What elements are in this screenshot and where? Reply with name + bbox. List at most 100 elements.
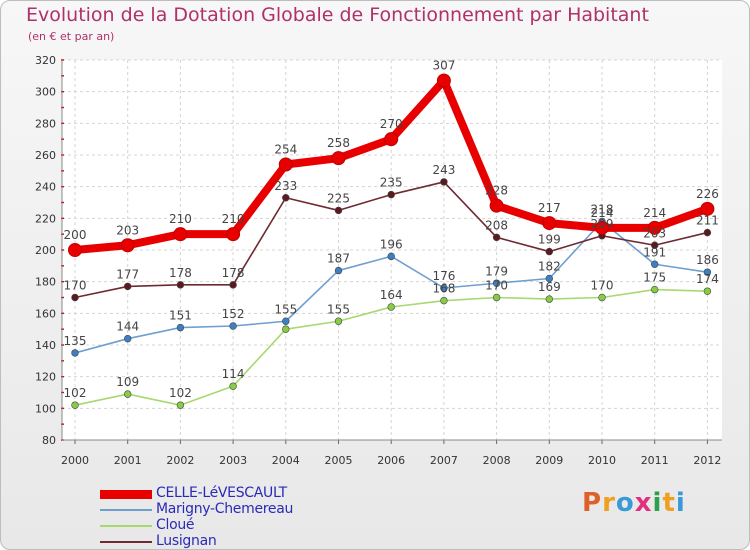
data-point <box>700 201 715 216</box>
data-point <box>176 401 185 409</box>
x-tick-label: 2011 <box>641 454 669 467</box>
y-tick-label: 200 <box>35 244 56 257</box>
y-tick-label: 260 <box>35 149 56 162</box>
data-label: 170 <box>485 279 508 293</box>
logo-letter: t <box>662 488 676 518</box>
chart-subtitle: (en € et par an) <box>28 30 115 43</box>
logo-letter: r <box>602 488 616 518</box>
y-tick-label: 120 <box>35 371 56 384</box>
x-tick-label: 2007 <box>430 454 458 467</box>
data-label: 170 <box>64 279 87 293</box>
data-point <box>123 390 132 398</box>
data-label: 225 <box>327 191 350 205</box>
y-tick-label: 160 <box>35 307 56 320</box>
x-tick-label: 2003 <box>219 454 247 467</box>
data-point <box>492 279 501 287</box>
data-label: 174 <box>696 272 719 286</box>
data-label: 209 <box>591 217 614 231</box>
x-tick-label: 2002 <box>166 454 194 467</box>
y-tick-label: 140 <box>35 339 56 352</box>
y-tick-label: 180 <box>35 276 56 289</box>
x-tick-label: 2004 <box>272 454 300 467</box>
data-point <box>229 382 237 390</box>
y-tick-label: 300 <box>35 86 56 99</box>
data-label: 178 <box>169 266 192 280</box>
logo-letter: i <box>675 488 686 518</box>
data-point <box>176 323 185 332</box>
data-label: 210 <box>169 212 192 226</box>
data-label: 155 <box>274 302 297 316</box>
data-label: 211 <box>696 214 719 228</box>
data-point <box>703 287 712 295</box>
data-point <box>492 293 501 302</box>
data-point <box>226 227 241 242</box>
data-point <box>492 233 501 242</box>
x-tick-label: 2009 <box>535 454 563 467</box>
data-point <box>123 334 132 343</box>
y-tick-label: 240 <box>35 181 56 194</box>
data-label: 187 <box>327 252 350 266</box>
y-tick-label: 80 <box>42 434 56 447</box>
legend-swatch <box>100 489 152 499</box>
y-tick-label: 280 <box>35 117 56 130</box>
legend-swatch <box>100 541 152 543</box>
data-label: 270 <box>380 117 403 131</box>
legend-label: Lusignan <box>156 533 217 549</box>
data-point <box>282 325 290 333</box>
data-point <box>489 198 504 213</box>
x-tick-label: 2001 <box>114 454 142 467</box>
data-point <box>440 296 448 305</box>
data-label: 210 <box>222 212 245 226</box>
data-point <box>229 322 237 330</box>
logo-letter: o <box>615 488 635 518</box>
x-tick-label: 2008 <box>483 454 511 467</box>
data-label: 199 <box>538 233 561 247</box>
data-label: 258 <box>327 136 350 150</box>
legend-label: Marigny-Chemereau <box>156 501 294 517</box>
x-tick-label: 2010 <box>588 454 616 467</box>
data-point <box>334 317 343 325</box>
data-point <box>278 157 293 172</box>
data-point <box>173 227 188 242</box>
data-label: 226 <box>696 187 719 201</box>
y-tick-label: 320 <box>35 54 56 67</box>
data-label: 178 <box>222 266 245 280</box>
data-label: 243 <box>432 163 455 177</box>
data-label: 208 <box>485 218 508 232</box>
legend-label: CELLE-LéVESCAULT <box>156 485 287 501</box>
data-point <box>703 268 712 276</box>
logo-letter: i <box>652 488 663 518</box>
data-label: 228 <box>485 184 508 198</box>
data-label: 151 <box>169 309 192 323</box>
data-point <box>436 73 451 88</box>
data-label: 170 <box>591 279 614 293</box>
data-point <box>384 132 399 147</box>
data-point <box>440 284 448 292</box>
data-point <box>282 194 290 202</box>
proxiti-logo: Proxiti <box>582 488 686 518</box>
data-label: 175 <box>643 271 666 285</box>
data-point <box>334 206 343 215</box>
data-point <box>387 252 395 261</box>
data-point <box>71 293 79 302</box>
data-label: 179 <box>485 264 508 278</box>
data-label: 233 <box>274 179 297 193</box>
legend-label: Cloué <box>156 517 195 533</box>
data-point <box>71 349 79 357</box>
data-point <box>598 293 606 302</box>
y-tick-label: 100 <box>35 402 56 415</box>
y-tick-label: 220 <box>35 212 56 225</box>
data-point <box>647 220 662 235</box>
data-point <box>68 243 82 257</box>
data-point <box>71 401 79 409</box>
data-label: 254 <box>274 143 297 157</box>
data-point <box>542 216 557 231</box>
data-point <box>545 274 553 283</box>
data-label: 217 <box>538 201 561 215</box>
chart-title: Evolution de la Dotation Globale de Fonc… <box>26 4 649 26</box>
data-label: 235 <box>380 176 403 190</box>
data-label: 191 <box>643 245 666 259</box>
data-label: 307 <box>432 59 455 73</box>
x-tick-label: 2012 <box>693 454 721 467</box>
